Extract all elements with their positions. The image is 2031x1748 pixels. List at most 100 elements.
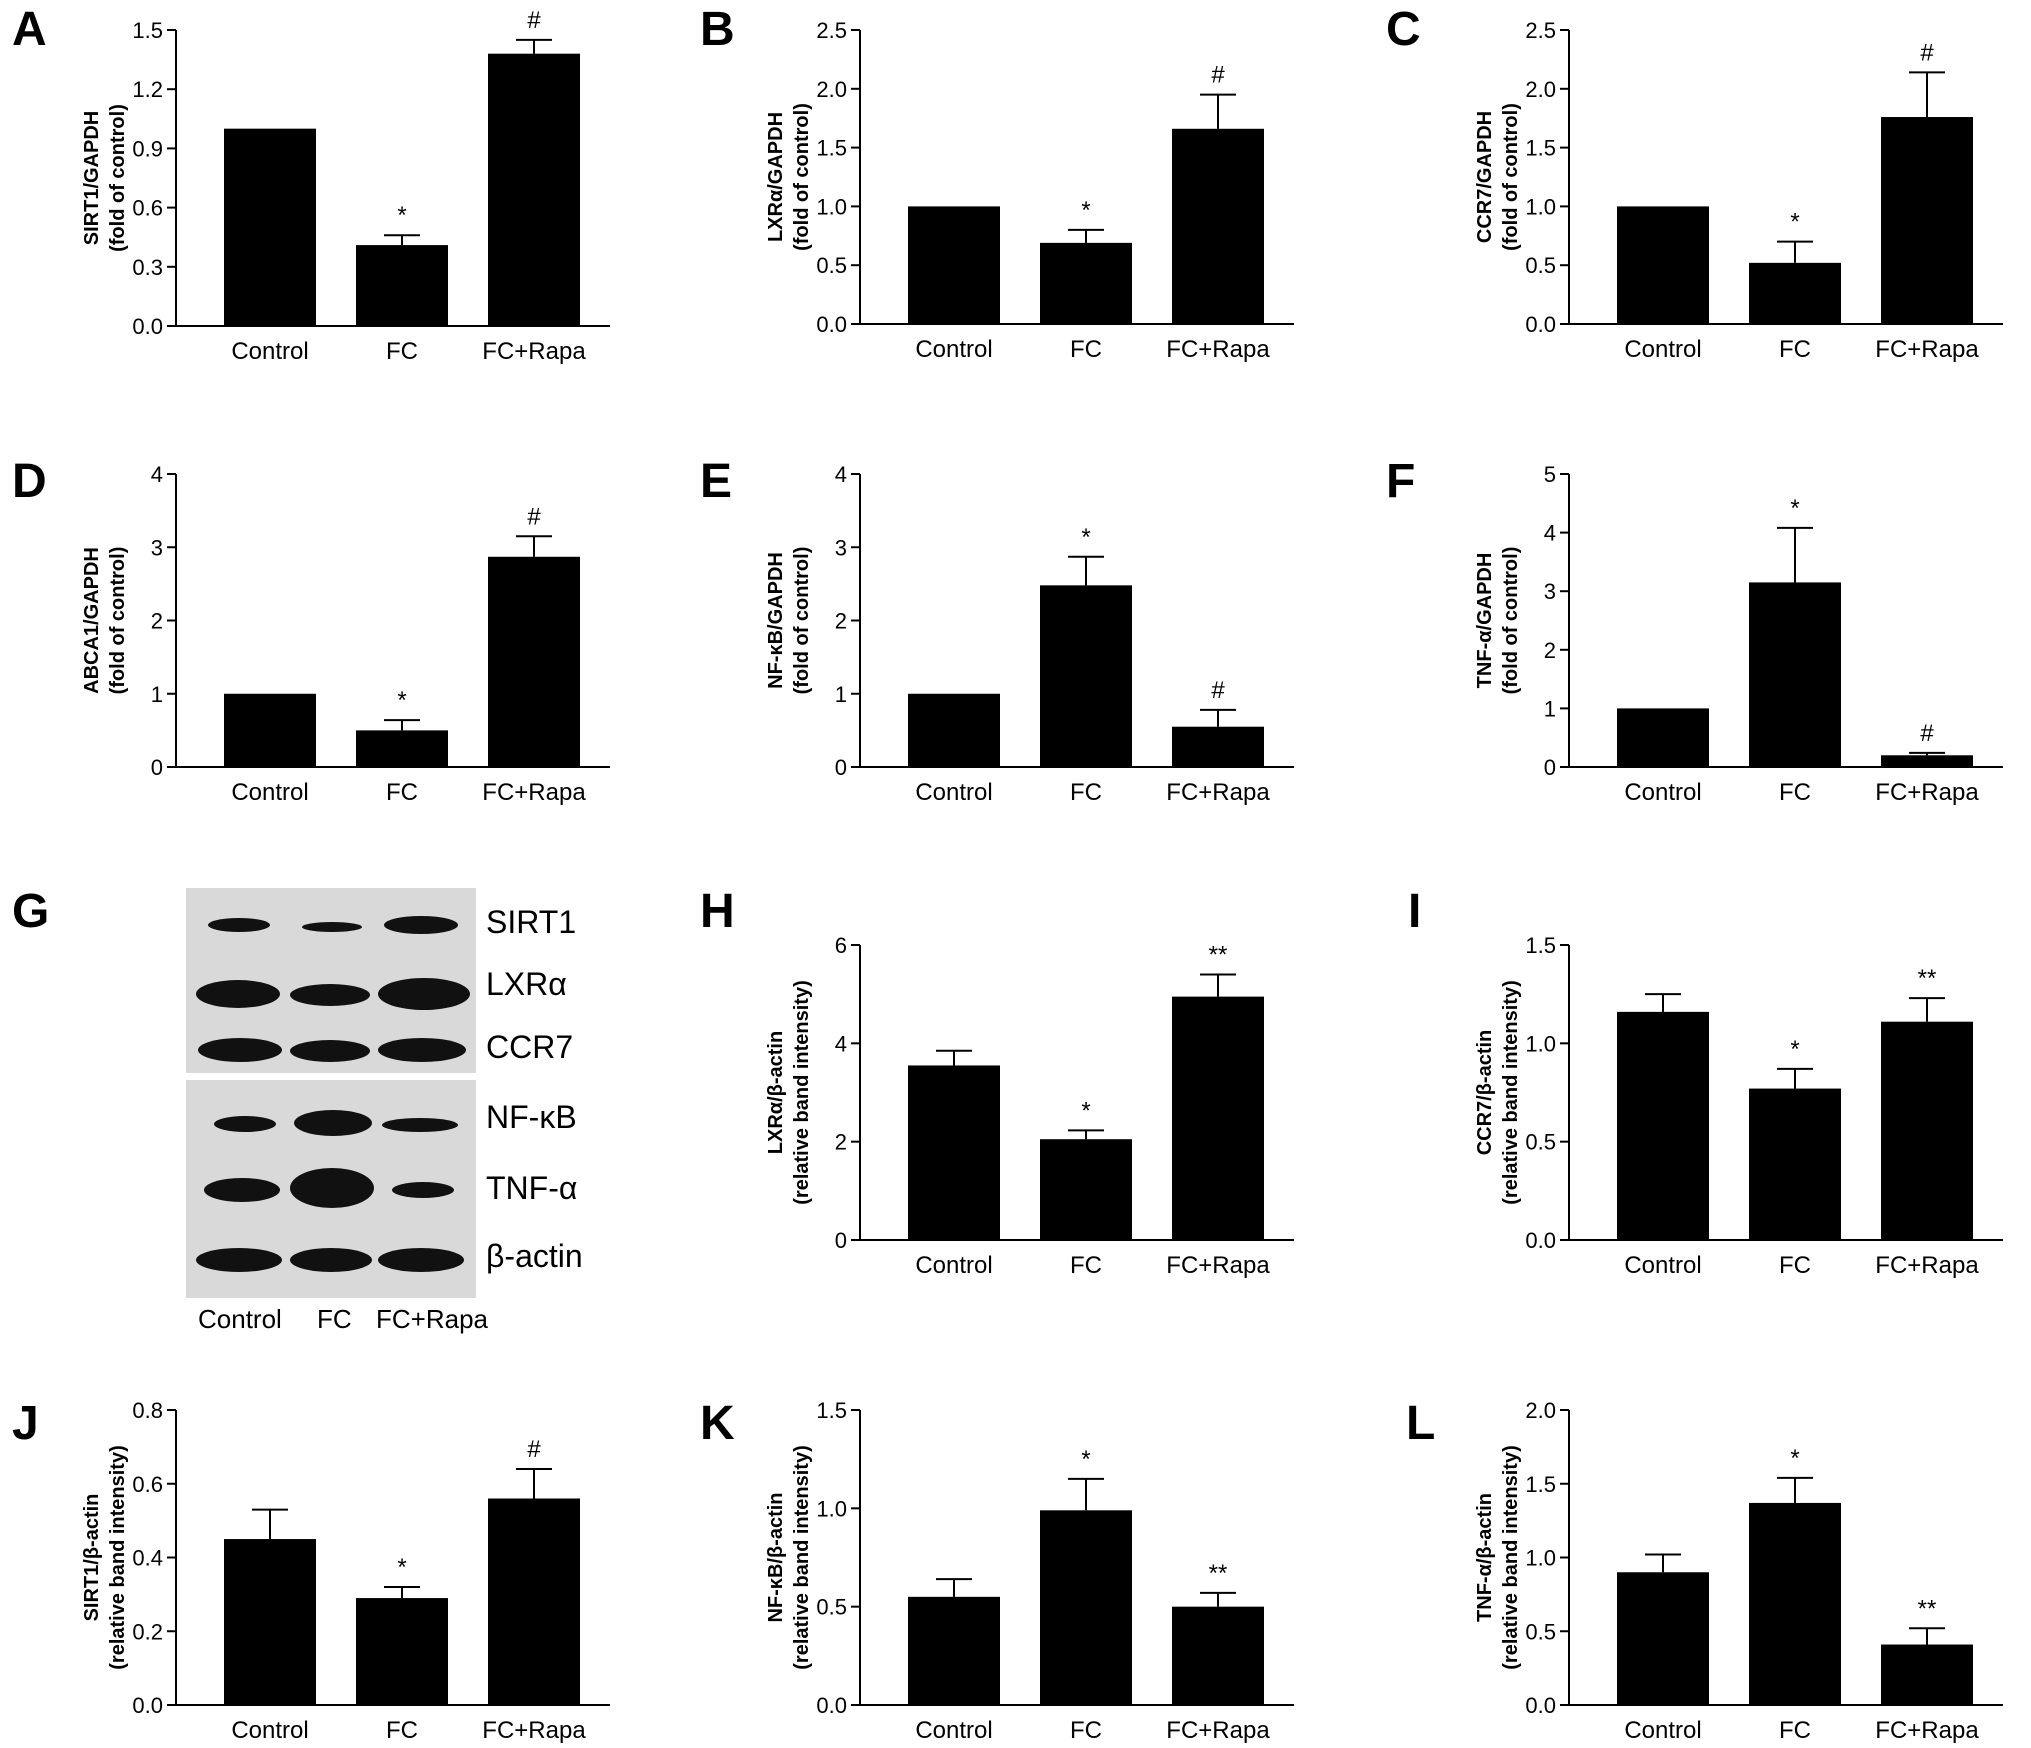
x-tick-label-d: FC+Rapa [482, 779, 586, 806]
blot-band [378, 1038, 466, 1062]
panel-label-d: D [12, 455, 47, 508]
y-tick-label-e: 3 [835, 535, 847, 560]
blot-protein-label: CCR7 [486, 1029, 574, 1065]
blot-band [290, 984, 370, 1006]
bar-h [1172, 996, 1264, 1240]
bar-e [1040, 585, 1132, 767]
x-tick-label-k: FC+Rapa [1166, 1717, 1270, 1744]
blot-protein-label: SIRT1 [486, 904, 577, 940]
y-tick-label-j: 0.4 [132, 1546, 163, 1571]
panel-label-a: A [12, 3, 47, 56]
blot-band [196, 1248, 282, 1272]
blot-band [392, 1182, 454, 1198]
significance-mark-h: * [1081, 1097, 1090, 1124]
bar-d [224, 693, 316, 767]
significance-mark-l: * [1790, 1445, 1799, 1472]
bar-i [1881, 1021, 1973, 1240]
blot-band [290, 1248, 372, 1272]
y-tick-label-f: 0 [1544, 755, 1556, 780]
x-tick-label-d: FC [386, 779, 418, 806]
significance-mark-b: # [1211, 62, 1225, 89]
x-tick-label-a: FC [386, 338, 418, 365]
significance-mark-j: # [527, 1436, 541, 1463]
x-tick-label-e: Control [915, 779, 992, 806]
y-tick-label-c: 1.0 [1525, 194, 1556, 219]
y-tick-label-c: 2.5 [1525, 18, 1556, 43]
y-tick-label-b: 2.0 [816, 77, 847, 102]
bar-f [1881, 755, 1973, 767]
panel-label-j: J [12, 1397, 39, 1450]
y-axis-label-k: NF-κB/β-actin [765, 1492, 787, 1622]
panel-label-c: C [1386, 3, 1421, 56]
significance-mark-d: # [527, 503, 541, 530]
y-tick-label-h: 6 [835, 933, 847, 958]
bar-l [1617, 1572, 1709, 1705]
y-tick-label-a: 0.0 [132, 314, 163, 339]
y-tick-label-f: 1 [1544, 696, 1556, 721]
x-tick-label-e: FC+Rapa [1166, 779, 1270, 806]
significance-mark-c: * [1790, 209, 1799, 236]
bar-k [1172, 1606, 1264, 1705]
y-tick-label-k: 1.0 [816, 1496, 847, 1521]
y-axis-label-c: (fold of control) [1500, 103, 1522, 251]
y-tick-label-d: 0 [151, 755, 163, 780]
x-tick-label-c: FC+Rapa [1875, 336, 1979, 363]
y-tick-label-c: 1.5 [1525, 136, 1556, 161]
blot-band [290, 1040, 370, 1062]
y-axis-label-a: SIRT1/GAPDH [81, 111, 103, 245]
significance-mark-j: * [397, 1554, 406, 1581]
bar-h [1040, 1139, 1132, 1240]
y-tick-label-l: 1.5 [1525, 1472, 1556, 1497]
significance-mark-e: * [1081, 524, 1090, 551]
y-tick-label-h: 4 [835, 1031, 847, 1056]
blot-band [302, 922, 362, 932]
panel-label-i: I [1408, 885, 1422, 938]
x-tick-label-h: Control [915, 1252, 992, 1279]
y-tick-label-b: 1.5 [816, 136, 847, 161]
bar-j [488, 1498, 580, 1705]
y-tick-label-e: 0 [835, 755, 847, 780]
x-tick-label-e: FC [1070, 779, 1102, 806]
x-tick-label-f: FC [1779, 779, 1811, 806]
x-tick-label-j: FC+Rapa [482, 1717, 586, 1744]
blot-lane-label: Control [198, 1304, 282, 1334]
bar-b [1040, 242, 1132, 324]
blot-band [198, 1038, 282, 1062]
y-tick-label-j: 0.8 [132, 1398, 163, 1423]
y-tick-label-d: 4 [151, 462, 163, 487]
bar-b [1172, 128, 1264, 324]
x-tick-label-b: FC [1070, 336, 1102, 363]
bar-c [1749, 262, 1841, 324]
x-tick-label-b: FC+Rapa [1166, 336, 1270, 363]
y-tick-label-a: 0.9 [132, 136, 163, 161]
panel-label-h: H [700, 885, 735, 938]
y-tick-label-a: 1.2 [132, 77, 163, 102]
x-tick-label-i: FC [1779, 1252, 1811, 1279]
blot-band [294, 1110, 372, 1136]
x-tick-label-j: Control [231, 1717, 308, 1744]
y-tick-label-e: 4 [835, 462, 847, 487]
y-tick-label-i: 1.5 [1525, 933, 1556, 958]
y-tick-label-i: 0.0 [1525, 1228, 1556, 1253]
y-tick-label-h: 0 [835, 1228, 847, 1253]
panel-label-g: G [12, 885, 50, 938]
y-tick-label-j: 0.6 [132, 1472, 163, 1497]
y-axis-label-b: LXRα/GAPDH [765, 112, 787, 242]
blot-band [378, 1248, 464, 1272]
significance-mark-a: * [397, 202, 406, 229]
bar-h [908, 1065, 1000, 1240]
x-tick-label-h: FC [1070, 1252, 1102, 1279]
bar-j [224, 1539, 316, 1705]
bar-a [224, 128, 316, 326]
y-axis-label-f: (fold of control) [1500, 547, 1522, 695]
y-tick-label-k: 0.5 [816, 1595, 847, 1620]
significance-mark-a: # [527, 7, 541, 34]
panel-label-f: F [1386, 455, 1416, 508]
y-axis-label-h: (relative band intensity) [791, 980, 813, 1205]
bar-k [1040, 1510, 1132, 1705]
significance-mark-l: ** [1918, 1595, 1937, 1622]
x-tick-label-c: FC [1779, 336, 1811, 363]
y-axis-label-c: CCR7/GAPDH [1474, 111, 1496, 243]
bar-a [488, 53, 580, 327]
